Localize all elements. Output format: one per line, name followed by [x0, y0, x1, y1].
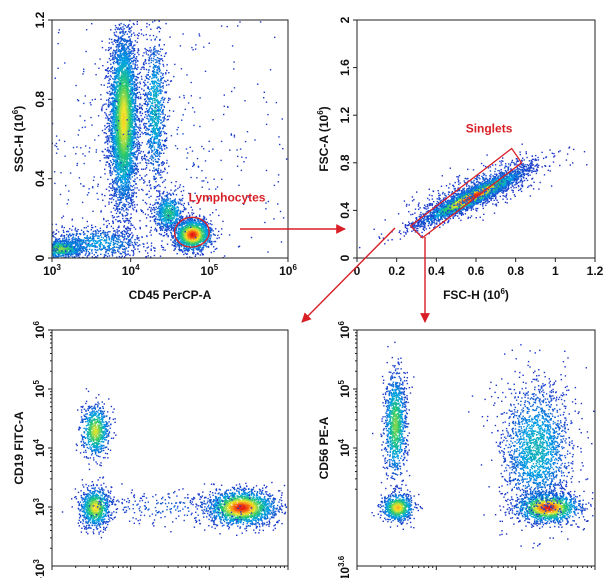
tick-label: 0.4 — [428, 264, 445, 278]
lymphocytes-gate-label: Lymphocytes — [189, 190, 266, 204]
population-2 — [71, 476, 123, 539]
plot-panel-1: Lymphocytes 103 104 105 106 0 0.4 0.8 1.2 CD45 Pe… — [11, 11, 297, 302]
event-dots — [52, 20, 288, 258]
plot-panel-2: Singlets 0 0.2 0.4 0.6 0.8 1 1.2 0 0.4 0.8 1.2 1.6 2 F… — [316, 16, 604, 302]
population-3 — [187, 481, 288, 536]
population-2 — [136, 20, 173, 251]
plot-area — [357, 20, 595, 258]
singlets-gate[interactable] — [409, 147, 523, 239]
plot-panel-3: 103 104 105 106 -103 CD19 FITC-A — [12, 321, 289, 578]
tick-label: 0.8 — [338, 154, 352, 171]
tick-label: 105 — [200, 263, 218, 278]
tick-label: 104 — [337, 439, 352, 457]
tick-label: -103 — [32, 559, 47, 578]
plot-frame — [51, 19, 289, 259]
tick-label: 0 — [33, 254, 47, 261]
y-axis-label: CD56 PE-A — [317, 416, 331, 479]
tick-label: 0.4 — [338, 202, 352, 219]
tick-label: 105 — [32, 380, 47, 398]
tick-label: 106 — [279, 263, 297, 278]
x-axis-label: FSC-H (106) — [443, 287, 509, 302]
y-axis-label: SSC-H (106) — [11, 106, 26, 172]
tick-label: 1.2 — [338, 107, 352, 124]
tick-label: 105 — [337, 380, 352, 398]
population-2 — [359, 143, 588, 249]
population-7 — [52, 20, 288, 258]
tick-label: 104 — [32, 439, 47, 457]
population-4 — [468, 344, 595, 549]
gating-arrows — [240, 224, 430, 323]
lymphocytes-gate[interactable] — [173, 216, 210, 249]
plot-panel-4: 104 105 106 -103.6 CD56 PE-A — [317, 321, 596, 578]
y-axis-label: CD19 FITC-A — [12, 411, 26, 485]
tick-label: 1.2 — [33, 11, 47, 28]
tick-label: 0.6 — [468, 264, 485, 278]
tick-label: 0.8 — [33, 91, 47, 108]
tick-label: 1 — [552, 264, 559, 278]
population-5 — [142, 181, 192, 247]
tick-label: 0 — [338, 254, 352, 261]
tick-label: -103.6 — [337, 555, 352, 578]
tick-label: 104 — [122, 263, 140, 278]
tick-label: 1.6 — [338, 59, 352, 76]
event-dots — [359, 143, 588, 249]
tick-label: 0.2 — [388, 264, 405, 278]
population-4 — [61, 488, 286, 533]
population-1 — [372, 341, 415, 520]
singlets-gate-label: Singlets — [466, 122, 513, 136]
tick-label: 1.2 — [587, 264, 604, 278]
x-axis-label: CD45 PerCP-A — [129, 288, 212, 302]
event-dots — [61, 388, 288, 539]
population-6 — [161, 203, 224, 258]
population-2 — [371, 480, 423, 530]
tick-label: 0 — [354, 264, 361, 278]
population-4 — [52, 215, 187, 258]
tick-label: 106 — [32, 321, 47, 339]
population-1 — [75, 388, 117, 479]
tick-label: 106 — [337, 321, 352, 339]
tick-label: 103 — [32, 498, 47, 516]
tick-label: 0.4 — [33, 170, 47, 187]
arrow-singlets-to-cd19 — [301, 227, 396, 323]
y-axis-label: FSC-A (106) — [316, 106, 331, 171]
tick-label: 0.8 — [507, 264, 524, 278]
tick-label: 103 — [43, 263, 61, 278]
tick-label: 2 — [338, 16, 352, 23]
event-dots — [371, 341, 595, 549]
